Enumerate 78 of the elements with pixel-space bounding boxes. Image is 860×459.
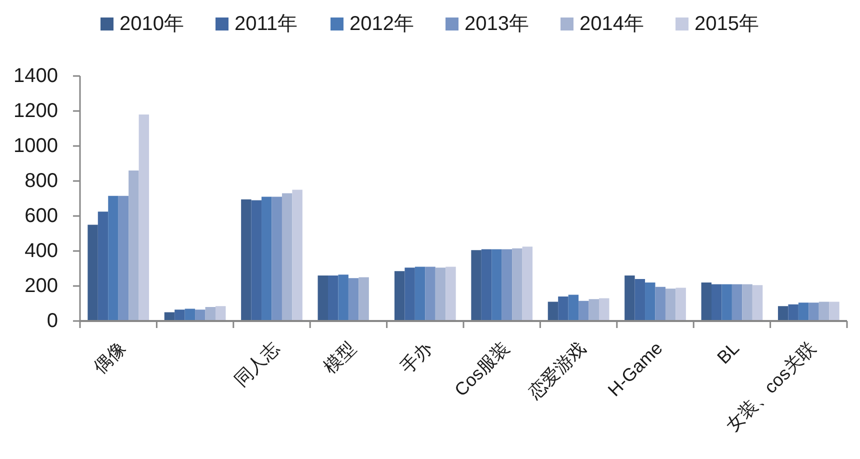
bar: [98, 212, 108, 321]
bar: [742, 284, 752, 321]
y-tick-label: 200: [24, 275, 58, 297]
x-tick-label: 偶像: [90, 338, 130, 378]
legend-label: 2015年: [694, 13, 759, 35]
bar: [328, 276, 338, 321]
bar: [251, 200, 262, 321]
bar: [676, 288, 686, 321]
bar: [195, 310, 206, 321]
bar: [732, 284, 742, 321]
bar: [818, 302, 830, 321]
bar: [348, 278, 359, 321]
bar: [318, 276, 328, 321]
bar: [634, 279, 646, 321]
y-tick-label: 400: [24, 240, 58, 262]
x-tick-label: 模型: [320, 338, 360, 378]
bar: [512, 248, 522, 321]
x-tick-label: 同人志: [230, 338, 283, 390]
bar: [282, 193, 292, 321]
bar: [118, 196, 129, 321]
bar: [88, 224, 98, 321]
x-tick-label: 手办: [396, 338, 436, 378]
bar: [108, 196, 118, 321]
bar: [138, 114, 150, 321]
bar: [414, 266, 426, 321]
bar: [174, 310, 185, 321]
bar: [624, 276, 635, 321]
bar: [492, 249, 502, 321]
bar: [128, 170, 139, 321]
bar: [241, 199, 252, 321]
bar: [446, 266, 456, 321]
bar: [216, 306, 226, 321]
y-tick-label: 600: [24, 205, 58, 227]
bar: [722, 284, 732, 321]
legend-label: 2012年: [350, 13, 414, 35]
bar: [655, 286, 666, 321]
bar: [435, 268, 446, 321]
bar: [502, 249, 512, 321]
y-tick-label: 1000: [14, 135, 58, 157]
bar: [829, 302, 840, 321]
bar: [568, 294, 579, 321]
bar: [778, 306, 788, 321]
bar: [808, 302, 819, 321]
bar: [558, 296, 568, 321]
bar: [358, 277, 369, 321]
legend-label: 2014年: [580, 13, 644, 35]
bar: [272, 196, 282, 321]
bar: [338, 274, 348, 321]
bar: [711, 284, 722, 321]
legend-label: 2013年: [464, 13, 529, 35]
y-tick-label: 1200: [14, 100, 58, 122]
x-tick-label: Cos服装: [450, 338, 513, 400]
bar: [752, 285, 763, 321]
bar: [665, 288, 676, 321]
bar: [599, 298, 610, 321]
bar: [404, 268, 415, 321]
x-tick-label: BL: [713, 338, 744, 368]
bar: [578, 300, 589, 321]
y-tick-label: 1400: [14, 65, 58, 87]
bar: [798, 302, 809, 321]
bar: [262, 196, 272, 321]
bar: [548, 302, 558, 321]
bar: [588, 299, 600, 321]
bar: [481, 249, 492, 321]
bar: [788, 304, 798, 321]
bar: [701, 282, 712, 321]
bar: [425, 266, 436, 321]
bar: [205, 307, 216, 321]
bar: [471, 250, 482, 321]
legend-label: 2011年: [234, 13, 298, 35]
y-tick-label: 800: [24, 170, 58, 192]
bar: [394, 271, 405, 321]
bar: [522, 246, 533, 321]
y-tick-label: 0: [46, 310, 58, 332]
bar: [645, 282, 656, 321]
bar: [292, 190, 302, 321]
x-tick-label: 恋爱游戏: [524, 338, 590, 404]
legend-label: 2010年: [120, 13, 184, 35]
